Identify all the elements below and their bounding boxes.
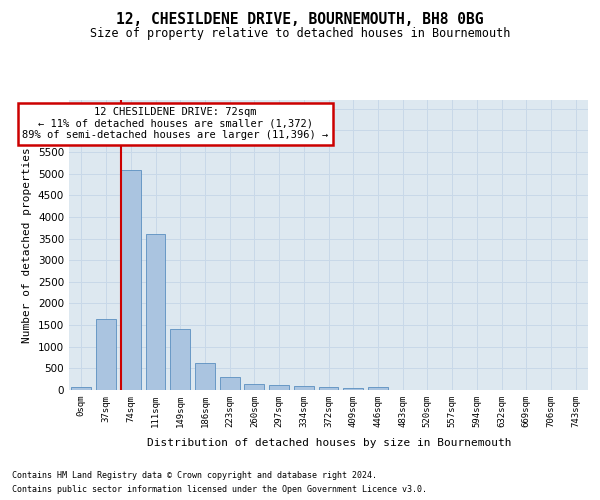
Bar bbox=[294, 386, 314, 390]
Text: Distribution of detached houses by size in Bournemouth: Distribution of detached houses by size … bbox=[146, 438, 511, 448]
Bar bbox=[220, 377, 239, 390]
Text: Size of property relative to detached houses in Bournemouth: Size of property relative to detached ho… bbox=[90, 28, 510, 40]
Y-axis label: Number of detached properties: Number of detached properties bbox=[22, 147, 32, 343]
Bar bbox=[368, 387, 388, 390]
Bar bbox=[195, 363, 215, 390]
Text: Contains public sector information licensed under the Open Government Licence v3: Contains public sector information licen… bbox=[12, 484, 427, 494]
Bar bbox=[319, 387, 338, 390]
Bar bbox=[170, 328, 190, 390]
Bar bbox=[121, 170, 140, 390]
Bar bbox=[71, 387, 91, 390]
Text: 12 CHESILDENE DRIVE: 72sqm
← 11% of detached houses are smaller (1,372)
89% of s: 12 CHESILDENE DRIVE: 72sqm ← 11% of deta… bbox=[22, 107, 328, 140]
Bar bbox=[96, 318, 116, 390]
Bar bbox=[146, 234, 166, 390]
Text: 12, CHESILDENE DRIVE, BOURNEMOUTH, BH8 0BG: 12, CHESILDENE DRIVE, BOURNEMOUTH, BH8 0… bbox=[116, 12, 484, 28]
Bar bbox=[343, 388, 363, 390]
Text: Contains HM Land Registry data © Crown copyright and database right 2024.: Contains HM Land Registry data © Crown c… bbox=[12, 472, 377, 480]
Bar bbox=[269, 385, 289, 390]
Bar bbox=[244, 384, 264, 390]
